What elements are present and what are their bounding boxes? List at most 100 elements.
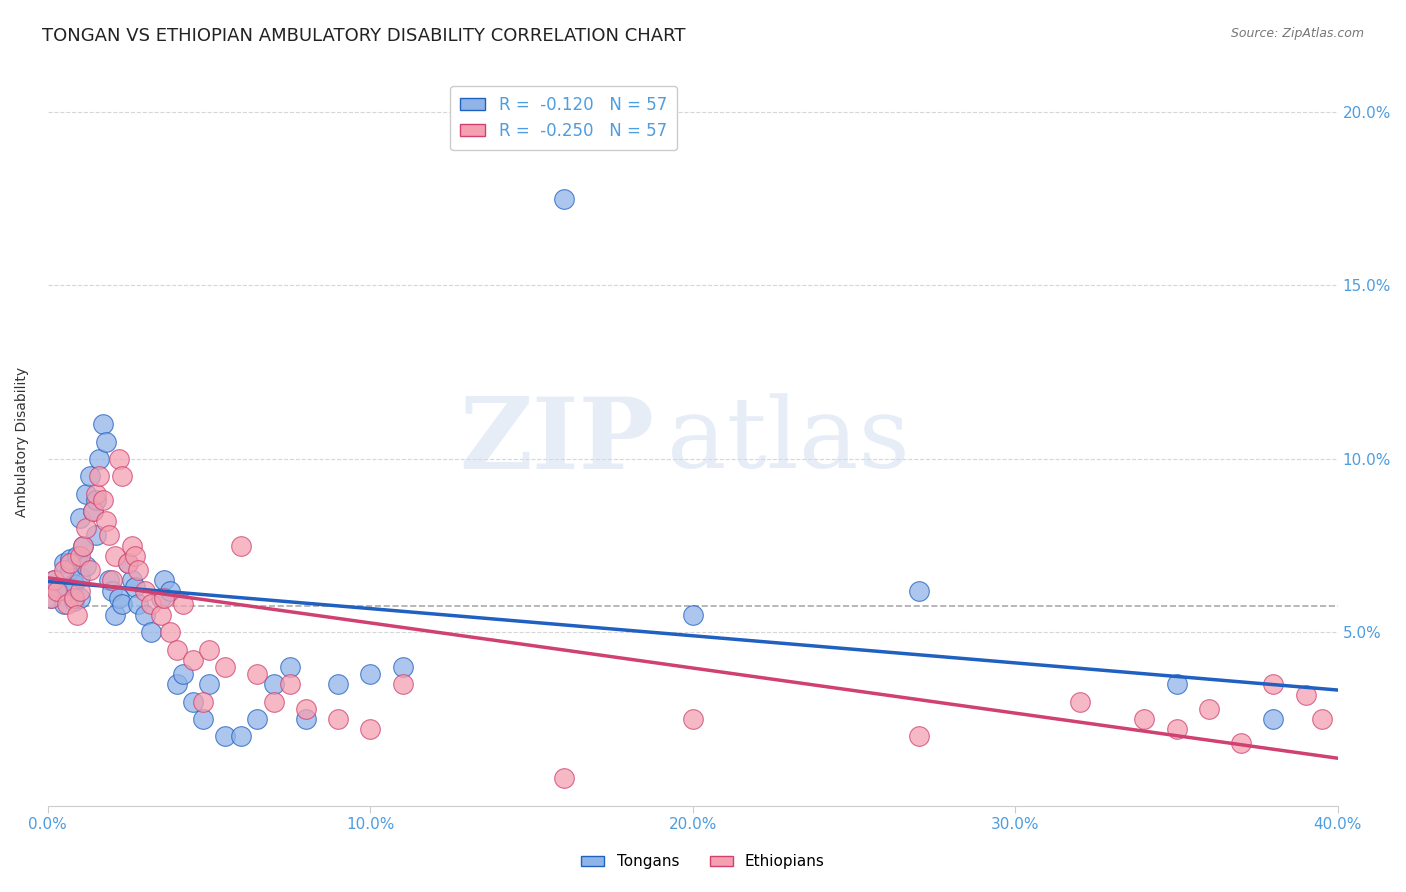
Point (1166, 677, 1188, 691)
Point (159, 625, 181, 640)
Point (75, 486, 97, 500)
Point (907, 583, 929, 598)
Point (94, 514, 117, 528)
Point (278, 677, 301, 691)
Point (294, 712, 316, 726)
Point (56, 583, 79, 598)
Point (111, 598, 134, 612)
Point (1263, 712, 1285, 726)
Point (127, 563, 149, 577)
Point (134, 607, 156, 622)
Point (127, 598, 149, 612)
Point (52, 598, 75, 612)
Point (117, 556, 139, 570)
Point (62, 594, 84, 608)
Point (149, 591, 172, 605)
Point (52, 563, 75, 577)
Point (181, 695, 204, 709)
Point (1295, 688, 1317, 702)
Point (59, 552, 82, 566)
Point (69, 570, 91, 584)
Point (121, 539, 143, 553)
Point (82, 504, 104, 518)
Point (124, 580, 146, 594)
Point (214, 729, 236, 743)
Point (72, 539, 94, 553)
Point (153, 591, 176, 605)
Point (56, 598, 79, 612)
Point (84, 528, 107, 542)
Point (46, 580, 69, 594)
Point (69, 591, 91, 605)
Point (66, 549, 89, 563)
Point (907, 729, 929, 743)
Point (231, 539, 253, 553)
Point (166, 642, 188, 657)
Point (84, 493, 107, 508)
Point (89, 451, 111, 466)
Point (553, 192, 575, 206)
Point (124, 549, 146, 563)
Point (107, 591, 129, 605)
Point (94, 434, 117, 449)
Point (198, 677, 221, 691)
Point (111, 469, 134, 483)
Point (101, 573, 124, 587)
Point (166, 677, 188, 691)
Point (278, 660, 301, 674)
Text: TONGAN VS ETHIOPIAN AMBULATORY DISABILITY CORRELATION CHART: TONGAN VS ETHIOPIAN AMBULATORY DISABILIT… (42, 27, 686, 45)
Point (159, 583, 181, 598)
Point (117, 556, 139, 570)
Point (121, 573, 143, 587)
Point (98, 528, 121, 542)
Point (107, 451, 129, 466)
Point (359, 666, 381, 681)
Point (104, 549, 127, 563)
Point (1263, 677, 1285, 691)
Point (326, 677, 349, 691)
Point (82, 504, 104, 518)
Point (263, 677, 285, 691)
Point (263, 695, 285, 709)
Point (214, 660, 236, 674)
Point (69, 583, 91, 598)
Point (79, 563, 101, 577)
Point (191, 712, 214, 726)
Text: ZIP: ZIP (460, 393, 654, 490)
Point (682, 712, 704, 726)
Point (1133, 712, 1156, 726)
Point (246, 712, 269, 726)
Point (153, 573, 176, 587)
Point (46, 583, 69, 598)
Point (1166, 723, 1188, 737)
Point (172, 666, 194, 681)
Point (84, 486, 107, 500)
Point (1310, 712, 1333, 726)
Point (59, 556, 82, 570)
Point (553, 771, 575, 785)
Point (246, 666, 269, 681)
Point (149, 607, 172, 622)
Point (139, 625, 162, 640)
Point (91, 493, 114, 508)
Point (44, 573, 66, 587)
Point (75, 559, 97, 574)
Point (44, 573, 66, 587)
Point (326, 712, 349, 726)
Point (682, 607, 704, 622)
Point (139, 598, 162, 612)
Point (62, 576, 84, 591)
Point (294, 701, 316, 715)
Point (1230, 736, 1253, 750)
Point (69, 510, 91, 524)
Point (134, 583, 156, 598)
Point (62, 591, 84, 605)
Point (231, 729, 253, 743)
Point (104, 607, 127, 622)
Point (39, 591, 62, 605)
Point (1069, 695, 1091, 709)
Point (359, 723, 381, 737)
Text: Source: ZipAtlas.com: Source: ZipAtlas.com (1230, 27, 1364, 40)
Point (172, 598, 194, 612)
Legend: Tongans, Ethiopians: Tongans, Ethiopians (575, 848, 831, 875)
